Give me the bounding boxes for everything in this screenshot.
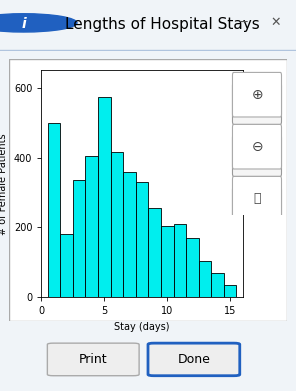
- Text: Lengths of Hospital Stays: Lengths of Hospital Stays: [65, 17, 260, 32]
- Bar: [111, 152, 123, 297]
- FancyBboxPatch shape: [232, 72, 281, 117]
- Text: ⊕: ⊕: [252, 88, 263, 102]
- Bar: [86, 156, 98, 297]
- FancyBboxPatch shape: [232, 124, 281, 169]
- Bar: [136, 182, 148, 297]
- FancyBboxPatch shape: [148, 343, 240, 376]
- Bar: [161, 226, 173, 297]
- Bar: [186, 238, 199, 297]
- Text: ✕: ✕: [270, 16, 281, 29]
- FancyBboxPatch shape: [47, 343, 139, 376]
- Bar: [48, 123, 60, 297]
- Text: Print: Print: [79, 353, 107, 366]
- Bar: [224, 285, 237, 297]
- Text: ⊖: ⊖: [252, 140, 263, 154]
- FancyBboxPatch shape: [9, 59, 287, 321]
- Text: i: i: [21, 17, 26, 31]
- Text: ─: ─: [239, 16, 247, 29]
- FancyBboxPatch shape: [232, 176, 281, 221]
- Bar: [73, 180, 86, 297]
- Bar: [173, 224, 186, 297]
- Bar: [199, 260, 211, 297]
- Y-axis label: # of Female Patients: # of Female Patients: [0, 133, 8, 235]
- Bar: [60, 234, 73, 297]
- FancyBboxPatch shape: [232, 187, 281, 228]
- FancyBboxPatch shape: [232, 135, 281, 176]
- X-axis label: Stay (days): Stay (days): [114, 322, 170, 332]
- Bar: [211, 273, 224, 297]
- Bar: [123, 172, 136, 297]
- Circle shape: [0, 14, 77, 32]
- Bar: [148, 208, 161, 297]
- FancyBboxPatch shape: [232, 83, 281, 124]
- Text: ⧉: ⧉: [254, 192, 261, 205]
- Bar: [98, 97, 111, 297]
- Text: Done: Done: [177, 353, 210, 366]
